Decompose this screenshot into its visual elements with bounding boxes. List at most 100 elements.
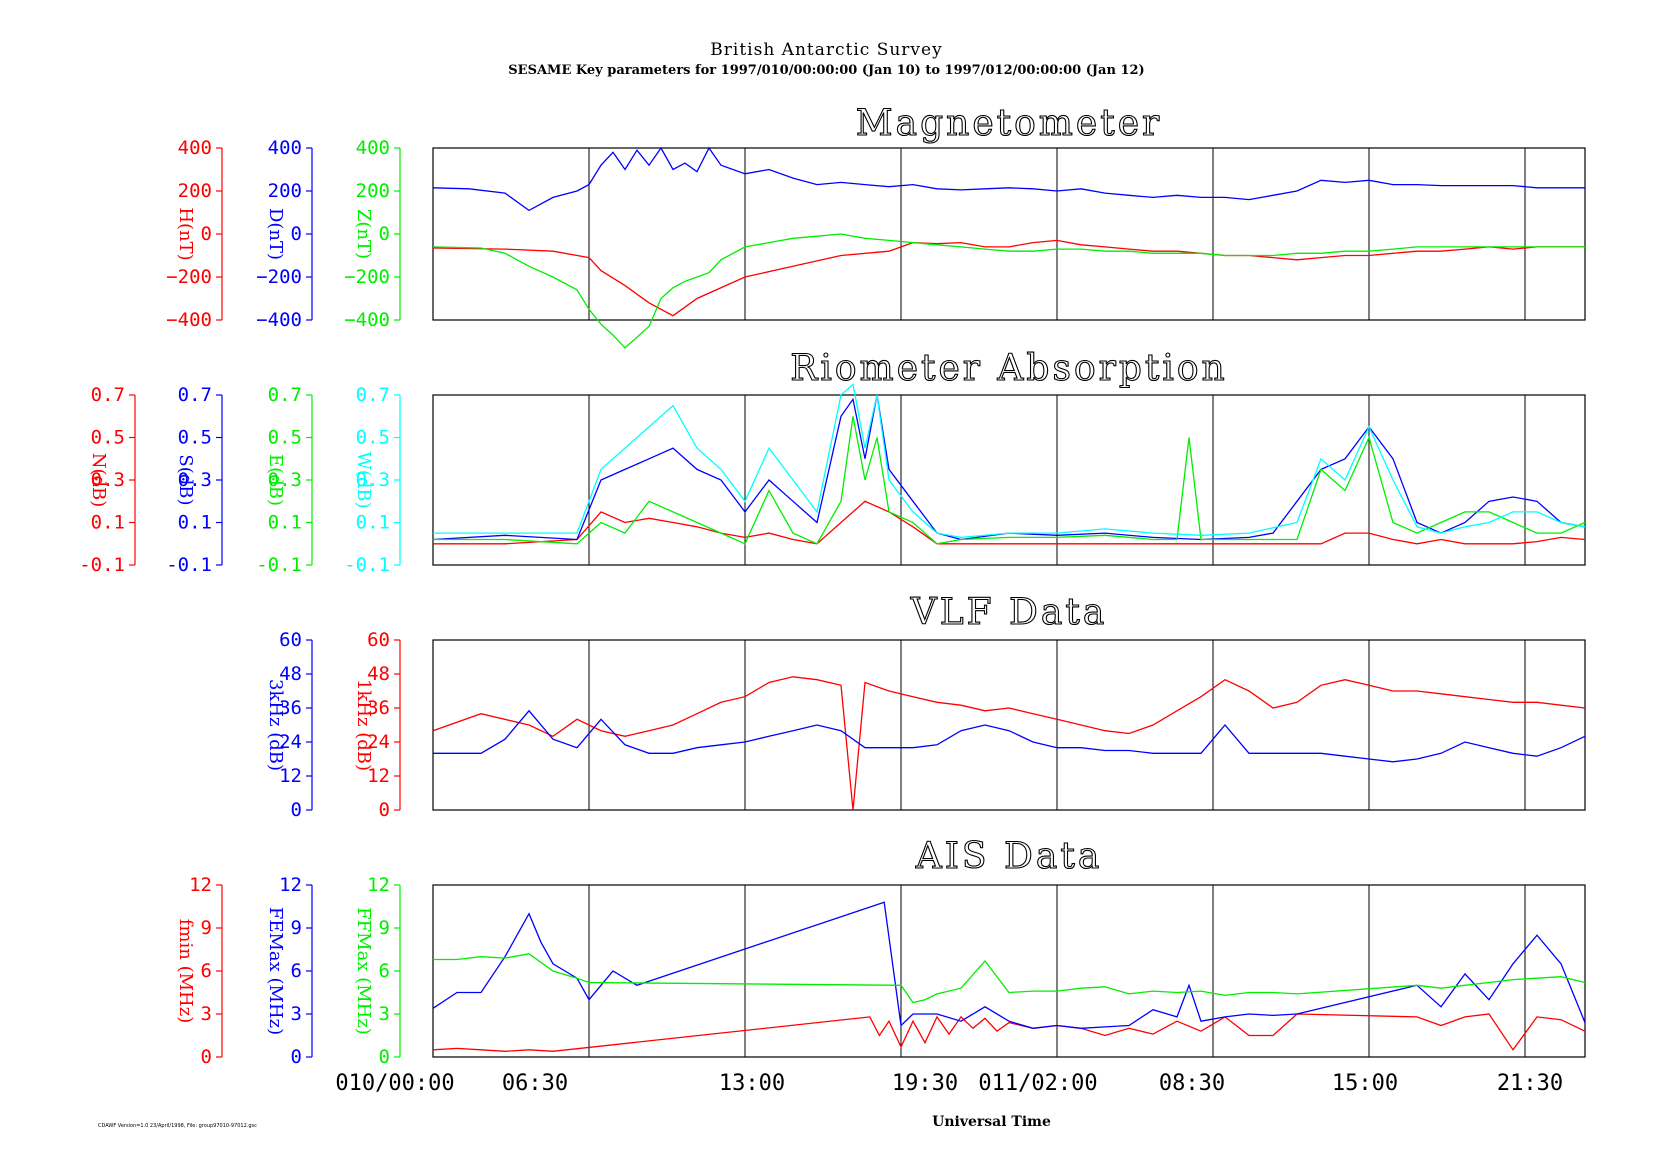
y-tick-label: −200 — [166, 266, 212, 288]
y-tick-label: 36 — [279, 697, 302, 719]
x-tick-label: 06:30 — [502, 1071, 568, 1096]
y-axis-label: FEMax (MHz) — [265, 907, 286, 1035]
y-tick-label: 0.1 — [91, 512, 125, 534]
y-tick-label: 400 — [178, 137, 212, 159]
y-tick-label: 200 — [178, 180, 212, 202]
figure-title: British Antarctic Survey — [710, 40, 943, 60]
x-tick-label: 011/02:00 — [978, 1071, 1097, 1096]
plot-frame — [432, 147, 1586, 321]
series-line — [432, 676, 1586, 811]
y-axis-label: Z(nT) — [353, 209, 374, 259]
y-tick-label: 0 — [201, 1046, 212, 1068]
y-tick-label: 24 — [279, 731, 302, 753]
y-axis-label: S(dB) — [175, 454, 196, 505]
y-tick-label: 36 — [367, 697, 390, 719]
y-tick-label: −200 — [344, 266, 390, 288]
series-line — [433, 416, 1586, 545]
y-tick-label: 200 — [268, 180, 302, 202]
series-line — [432, 233, 1585, 349]
y-tick-label: 0.5 — [356, 427, 390, 449]
y-tick-label: −400 — [256, 309, 302, 331]
panel-title: VLF Data — [910, 592, 1108, 633]
y-tick-label: 9 — [379, 917, 390, 939]
y-tick-label: 3 — [291, 1003, 302, 1025]
y-tick-label: −200 — [256, 266, 302, 288]
y-tick-label: 0.3 — [178, 469, 212, 491]
y-tick-label: 0.7 — [91, 384, 125, 406]
panel-title: Riometer Absorption — [790, 348, 1227, 389]
y-tick-label: 6 — [291, 960, 302, 982]
y-tick-label: −400 — [166, 309, 212, 331]
y-tick-label: 0.1 — [268, 512, 302, 534]
y-axis-label: W(dB) — [353, 451, 374, 508]
y-tick-label: 400 — [268, 137, 302, 159]
x-tick-label: 010/00:00 — [335, 1071, 454, 1096]
y-tick-label: 12 — [279, 874, 302, 896]
y-axis-label: D(nT) — [265, 208, 286, 260]
x-tick-label: 21:30 — [1497, 1071, 1563, 1096]
series-line — [432, 239, 1585, 317]
series-line — [433, 953, 1586, 1004]
figure-subtitle: SESAME Key parameters for 1997/010/00:00… — [508, 63, 1145, 78]
y-tick-label: 0.1 — [178, 512, 212, 534]
series-line — [432, 901, 1586, 1029]
y-axis-label: 1kHz (dB) — [353, 679, 374, 771]
y-axis-label: FFMax (MHz) — [353, 907, 374, 1035]
y-tick-label: 9 — [291, 917, 302, 939]
plot-frame — [432, 394, 1586, 566]
x-tick-label: 13:00 — [719, 1071, 785, 1096]
series-line — [433, 383, 1586, 539]
series-line — [432, 146, 1585, 212]
y-axis-label: 3kHz (dB) — [265, 679, 286, 771]
y-tick-label: -0.1 — [79, 554, 125, 576]
y-tick-label: 0.3 — [356, 469, 390, 491]
panel-title: AIS Data — [915, 836, 1103, 877]
y-tick-label: 12 — [367, 765, 390, 787]
y-tick-label: 0 — [201, 223, 212, 245]
y-tick-label: 60 — [279, 629, 302, 651]
x-axis-title: Universal Time — [932, 1114, 1051, 1130]
series-line — [432, 1013, 1586, 1052]
y-tick-label: 12 — [189, 874, 212, 896]
y-tick-label: 0.7 — [356, 384, 390, 406]
y-tick-label: 24 — [367, 731, 390, 753]
y-axis-label: N(dB) — [88, 453, 109, 508]
y-tick-label: 48 — [367, 663, 390, 685]
y-tick-label: 0.5 — [268, 427, 302, 449]
y-tick-label: -0.1 — [256, 554, 302, 576]
y-tick-label: −400 — [344, 309, 390, 331]
y-tick-label: -0.1 — [166, 554, 212, 576]
y-tick-label: 3 — [201, 1003, 212, 1025]
y-axis-label: E(dB) — [265, 454, 286, 506]
y-tick-label: 0.7 — [178, 384, 212, 406]
y-tick-label: 48 — [279, 663, 302, 685]
y-tick-label: 9 — [201, 917, 212, 939]
y-tick-label: 6 — [379, 960, 390, 982]
series-line — [433, 709, 1586, 763]
y-axis-label: H(nT) — [175, 207, 196, 260]
y-tick-label: 0.1 — [356, 512, 390, 534]
y-tick-label: 0.5 — [178, 427, 212, 449]
y-tick-label: 200 — [356, 180, 390, 202]
plot-frame — [432, 884, 1586, 1058]
y-tick-label: 60 — [367, 629, 390, 651]
y-tick-label: 0.7 — [268, 384, 302, 406]
y-tick-label: 0 — [291, 1046, 302, 1068]
y-tick-label: 12 — [367, 874, 390, 896]
x-tick-label: 19:30 — [892, 1071, 958, 1096]
y-tick-label: 400 — [356, 137, 390, 159]
y-tick-label: 0 — [379, 799, 390, 821]
panel-title: Magnetometer — [856, 103, 1162, 144]
x-tick-label: 15:00 — [1332, 1071, 1398, 1096]
y-tick-label: 0 — [291, 799, 302, 821]
y-tick-label: 0.5 — [91, 427, 125, 449]
y-tick-label: 0.3 — [268, 469, 302, 491]
y-tick-label: 6 — [201, 960, 212, 982]
y-tick-label: 12 — [279, 765, 302, 787]
series-line — [433, 500, 1586, 545]
y-tick-label: 0 — [379, 1046, 390, 1068]
y-tick-label: 0 — [379, 223, 390, 245]
software-note: CDAWF Version=1.0 23/April/1998, File: g… — [98, 1123, 257, 1129]
y-tick-label: 0.3 — [91, 469, 125, 491]
